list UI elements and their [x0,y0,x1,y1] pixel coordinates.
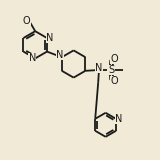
Text: O: O [110,54,118,64]
Text: O: O [110,76,118,86]
Text: N: N [115,114,123,124]
Text: N: N [46,33,54,43]
Text: O: O [23,16,31,26]
Text: N: N [95,63,103,73]
Text: N: N [29,53,36,63]
Text: S: S [108,65,114,75]
Text: N: N [56,50,64,60]
